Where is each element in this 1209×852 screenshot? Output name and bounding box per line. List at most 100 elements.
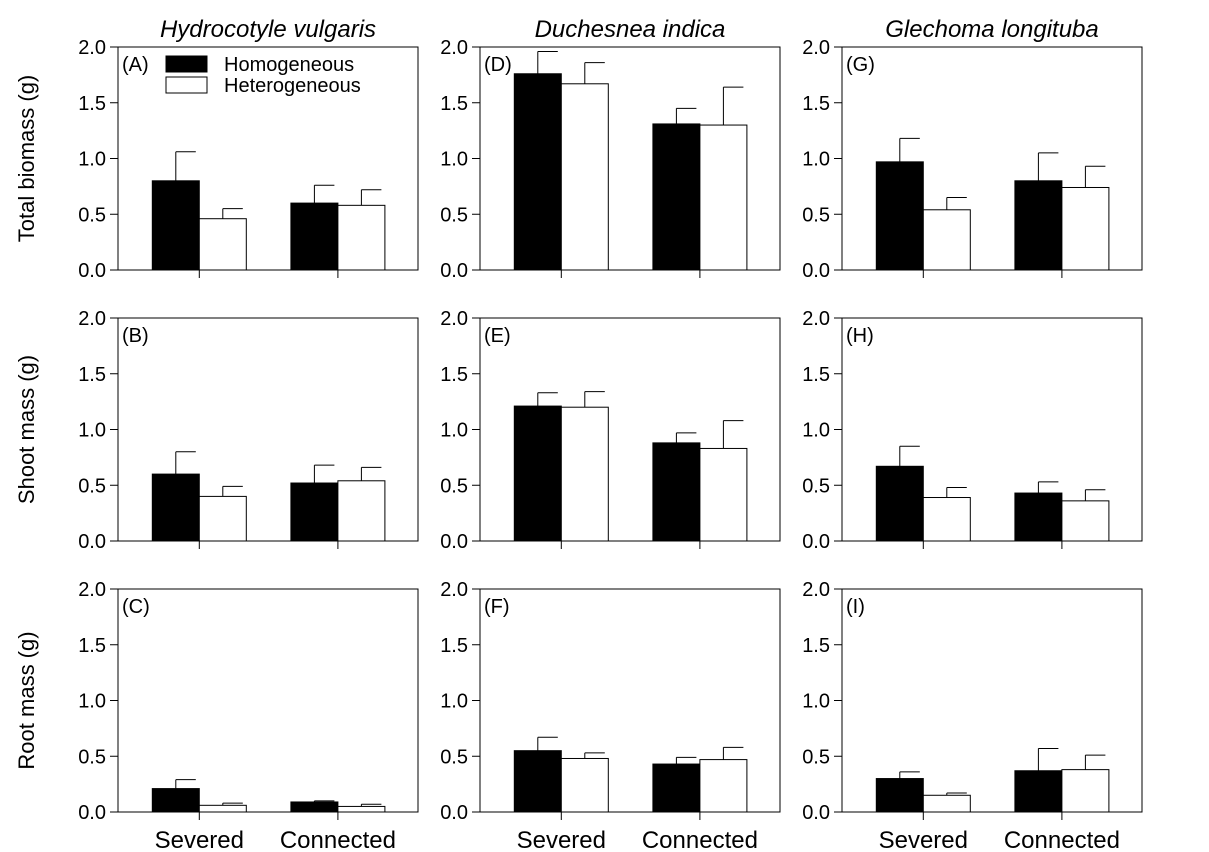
bar-homogeneous-severed bbox=[151, 180, 200, 271]
panel-a: 0.0 0.5 1.0 1.5 2.0 (A) bbox=[78, 37, 419, 282]
y-tick-label: 2.0 bbox=[440, 579, 468, 601]
panel-b: 0.0 0.5 1.0 1.5 2.0 (B) bbox=[78, 308, 419, 553]
y-tick-label: 1.0 bbox=[440, 420, 468, 442]
panel-label: (C) bbox=[122, 596, 150, 618]
bar-homogeneous-connected bbox=[652, 763, 701, 813]
bar-heterogeneous-severed bbox=[922, 497, 971, 542]
y-tick-label: 0.5 bbox=[78, 204, 106, 226]
y-tick-label: 0.5 bbox=[440, 746, 468, 768]
bar-heterogeneous-severed bbox=[198, 804, 247, 813]
y-tick-label: 0.0 bbox=[440, 802, 468, 824]
row-ylabel-3: Root mass (g) bbox=[14, 631, 39, 769]
y-tick-label: 0.0 bbox=[802, 531, 830, 553]
row-ylabel-1: Total biomass (g) bbox=[14, 75, 39, 243]
bar-homogeneous-connected bbox=[1014, 180, 1063, 271]
y-tick-label: 1.0 bbox=[802, 691, 830, 713]
y-tick-label: 0.5 bbox=[802, 204, 830, 226]
legend-swatch-homogeneous bbox=[165, 55, 208, 73]
panel-e: 0.0 0.5 1.0 1.5 2.0 (E) bbox=[440, 308, 781, 553]
bar-homogeneous-severed bbox=[513, 405, 562, 542]
column-title-2: Duchesnea indica bbox=[535, 16, 726, 43]
y-tick-label: 1.0 bbox=[802, 149, 830, 171]
bar-heterogeneous-severed bbox=[922, 794, 971, 813]
y-tick-label: 2.0 bbox=[802, 579, 830, 601]
panel-i: 0.0 0.5 1.0 1.5 2.0 (I) Severed Connected bbox=[802, 579, 1143, 852]
y-tick-label: 1.0 bbox=[802, 420, 830, 442]
bar-homogeneous-severed bbox=[875, 778, 924, 813]
panel-label: (D) bbox=[484, 54, 512, 76]
y-tick-label: 0.5 bbox=[802, 475, 830, 497]
bar-homogeneous-severed bbox=[513, 73, 562, 271]
bar-homogeneous-connected bbox=[290, 482, 339, 542]
panel-h: 0.0 0.5 1.0 1.5 2.0 (H) bbox=[802, 308, 1143, 553]
bar-homogeneous-connected bbox=[1014, 770, 1063, 813]
bar-homogeneous-severed bbox=[151, 473, 200, 542]
y-tick-label: 1.0 bbox=[78, 691, 106, 713]
bar-homogeneous-severed bbox=[151, 788, 200, 813]
column-title-3: Glechoma longituba bbox=[885, 16, 1098, 43]
y-tick-label: 0.0 bbox=[802, 260, 830, 282]
y-tick-label: 0.0 bbox=[78, 531, 106, 553]
bar-heterogeneous-severed bbox=[198, 218, 247, 271]
bar-homogeneous-connected bbox=[652, 442, 701, 542]
bar-heterogeneous-connected bbox=[337, 480, 386, 542]
y-tick-label: 2.0 bbox=[440, 37, 468, 59]
y-tick-label: 0.0 bbox=[78, 260, 106, 282]
bar-heterogeneous-severed bbox=[560, 757, 609, 813]
y-tick-label: 1.0 bbox=[78, 420, 106, 442]
panel-d: 0.0 0.5 1.0 1.5 2.0 (D) bbox=[440, 37, 781, 282]
y-tick-label: 2.0 bbox=[802, 37, 830, 59]
y-tick-label: 2.0 bbox=[78, 308, 106, 330]
column-title-1: Hydrocotyle vulgaris bbox=[160, 16, 376, 43]
y-tick-label: 0.0 bbox=[78, 802, 106, 824]
bar-heterogeneous-severed bbox=[560, 83, 609, 271]
bar-homogeneous-severed bbox=[513, 750, 562, 813]
panel-label: (E) bbox=[484, 325, 511, 347]
panel-label: (H) bbox=[846, 325, 874, 347]
x-category-label: Severed bbox=[155, 827, 244, 852]
panel-frame bbox=[117, 588, 419, 813]
panel-label: (A) bbox=[122, 54, 149, 76]
bar-heterogeneous-severed bbox=[560, 406, 609, 542]
y-tick-label: 1.5 bbox=[802, 364, 830, 386]
y-tick-label: 1.5 bbox=[440, 635, 468, 657]
panel-label: (G) bbox=[846, 54, 875, 76]
panel-f: 0.0 0.5 1.0 1.5 2.0 (F) Severed Connected bbox=[440, 579, 781, 852]
bar-heterogeneous-connected bbox=[1061, 186, 1110, 271]
legend-swatch-heterogeneous bbox=[165, 76, 208, 94]
x-category-label: Connected bbox=[642, 827, 758, 852]
x-category-label: Connected bbox=[1004, 827, 1120, 852]
bar-homogeneous-severed bbox=[875, 161, 924, 271]
bar-heterogeneous-connected bbox=[1061, 500, 1110, 542]
panel-label: (B) bbox=[122, 325, 149, 347]
bar-homogeneous-connected bbox=[290, 202, 339, 271]
bar-heterogeneous-connected bbox=[337, 805, 386, 813]
panel-c: 0.0 0.5 1.0 1.5 2.0 (C) Severed Connected bbox=[78, 579, 419, 852]
y-tick-label: 1.5 bbox=[78, 635, 106, 657]
panel-label: (F) bbox=[484, 596, 510, 618]
y-tick-label: 1.5 bbox=[78, 364, 106, 386]
y-tick-label: 0.5 bbox=[440, 204, 468, 226]
x-category-label: Severed bbox=[879, 827, 968, 852]
y-tick-label: 1.0 bbox=[440, 691, 468, 713]
y-tick-label: 1.0 bbox=[78, 149, 106, 171]
bar-heterogeneous-severed bbox=[198, 495, 247, 542]
bar-homogeneous-severed bbox=[875, 465, 924, 542]
x-category-label: Severed bbox=[517, 827, 606, 852]
bar-homogeneous-connected bbox=[1014, 492, 1063, 542]
y-tick-label: 0.5 bbox=[78, 475, 106, 497]
y-tick-label: 0.0 bbox=[440, 260, 468, 282]
bar-heterogeneous-connected bbox=[699, 759, 748, 813]
y-tick-label: 2.0 bbox=[78, 37, 106, 59]
x-category-label: Connected bbox=[280, 827, 396, 852]
y-tick-label: 2.0 bbox=[802, 308, 830, 330]
bar-homogeneous-connected bbox=[652, 123, 701, 271]
y-tick-label: 1.5 bbox=[440, 364, 468, 386]
legend-label-homogeneous: Homogeneous bbox=[224, 54, 354, 76]
legend-label-heterogeneous: Heterogeneous bbox=[224, 75, 361, 97]
y-tick-label: 2.0 bbox=[78, 579, 106, 601]
panel-g: 0.0 0.5 1.0 1.5 2.0 (G) bbox=[802, 37, 1143, 282]
bar-heterogeneous-connected bbox=[699, 124, 748, 271]
bar-heterogeneous-connected bbox=[699, 447, 748, 542]
